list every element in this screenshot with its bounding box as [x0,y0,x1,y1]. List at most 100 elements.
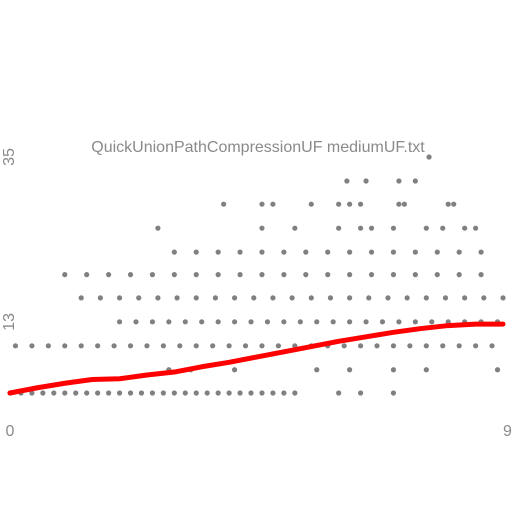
point [251,295,257,301]
point [396,319,402,325]
point [401,201,407,207]
point [29,343,35,349]
point [330,319,336,325]
point [40,390,46,396]
point [193,249,199,255]
point [341,343,347,349]
point [412,272,418,278]
point [259,343,265,349]
point [297,319,303,325]
point [127,343,134,349]
point [193,343,199,349]
point [78,343,84,349]
point [84,390,90,396]
point [374,343,380,349]
point [226,390,232,396]
point [390,272,397,278]
point [95,390,101,396]
point [412,249,418,255]
point [281,249,287,255]
point [97,295,103,301]
point [116,390,123,396]
point [174,295,180,301]
point [171,390,177,396]
point [451,201,457,207]
point [177,343,183,349]
point [336,225,342,231]
point [407,343,413,349]
point [366,295,372,301]
point [136,295,142,301]
point [473,225,479,231]
point [456,343,462,349]
point [149,272,156,278]
point [248,319,254,325]
point [336,201,342,207]
point [106,390,112,396]
point [462,225,468,231]
point [166,319,172,325]
point [182,390,188,396]
point [292,390,298,396]
point [347,249,353,255]
point [215,249,221,255]
point [12,343,19,349]
point [308,295,314,301]
point [155,225,161,231]
x-tick-label: 900 [503,423,512,440]
point [160,390,166,396]
point [412,319,418,325]
point [347,295,353,301]
point [390,367,397,373]
point [363,319,369,325]
point [308,201,314,207]
point [221,201,227,207]
point [396,178,402,184]
point [368,225,375,231]
point [231,295,238,301]
point [423,225,429,231]
point [429,319,435,325]
point [116,319,123,325]
point [347,201,353,207]
point [193,272,199,278]
point [442,295,449,301]
point [237,272,243,278]
point [264,319,271,325]
point [379,319,386,325]
point [144,343,150,349]
point [385,295,391,301]
point [215,390,221,396]
point [404,295,410,301]
x-tick-label: 0 [6,423,15,440]
point [270,201,276,207]
point [270,295,276,301]
point [29,390,35,396]
point [368,249,375,255]
point [237,390,243,396]
point [494,367,501,373]
point [303,272,309,278]
point [462,295,468,301]
point [155,295,161,301]
point [127,272,134,278]
point [344,178,350,184]
point [292,225,298,231]
point [281,319,287,325]
point [127,390,134,396]
point [390,249,397,255]
point [357,343,364,349]
y-tick-label: 13 [1,313,18,331]
average-line [7,321,506,396]
point [327,295,334,301]
point [231,319,238,325]
point [116,295,123,301]
point [84,272,90,278]
point [171,272,177,278]
point [248,390,254,396]
point [325,272,331,278]
point [336,390,342,396]
point [445,201,451,207]
point [478,249,484,255]
point [456,249,462,255]
